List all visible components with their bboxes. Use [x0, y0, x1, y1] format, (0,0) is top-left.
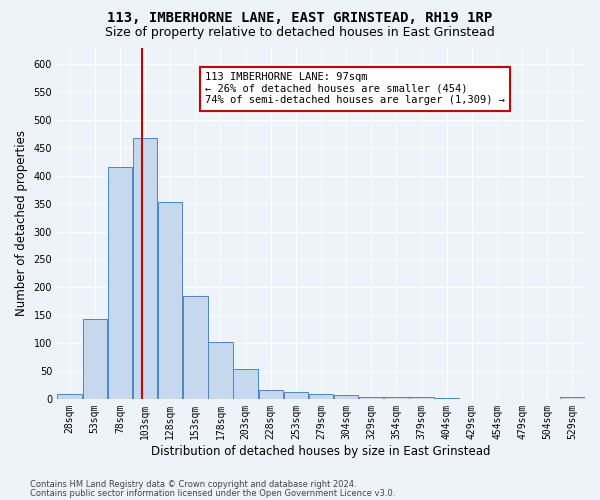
Bar	[133, 138, 157, 399]
Text: Contains public sector information licensed under the Open Government Licence v3: Contains public sector information licen…	[30, 488, 395, 498]
Bar	[434, 398, 459, 399]
Bar	[183, 296, 208, 399]
Text: 113, IMBERHORNE LANE, EAST GRINSTEAD, RH19 1RP: 113, IMBERHORNE LANE, EAST GRINSTEAD, RH…	[107, 12, 493, 26]
Bar	[83, 319, 107, 399]
Bar	[334, 395, 358, 399]
Bar	[158, 202, 182, 399]
Text: Contains HM Land Registry data © Crown copyright and database right 2024.: Contains HM Land Registry data © Crown c…	[30, 480, 356, 489]
X-axis label: Distribution of detached houses by size in East Grinstead: Distribution of detached houses by size …	[151, 444, 491, 458]
Bar	[108, 168, 132, 399]
Bar	[384, 397, 409, 399]
Bar	[259, 390, 283, 399]
Bar	[58, 394, 82, 399]
Text: 113 IMBERHORNE LANE: 97sqm
← 26% of detached houses are smaller (454)
74% of sem: 113 IMBERHORNE LANE: 97sqm ← 26% of deta…	[205, 72, 505, 106]
Text: Size of property relative to detached houses in East Grinstead: Size of property relative to detached ho…	[105, 26, 495, 39]
Bar	[309, 394, 333, 399]
Bar	[409, 397, 434, 399]
Bar	[208, 342, 233, 399]
Bar	[560, 397, 584, 399]
Bar	[284, 392, 308, 399]
Bar	[359, 396, 383, 399]
Bar	[233, 370, 258, 399]
Y-axis label: Number of detached properties: Number of detached properties	[15, 130, 28, 316]
